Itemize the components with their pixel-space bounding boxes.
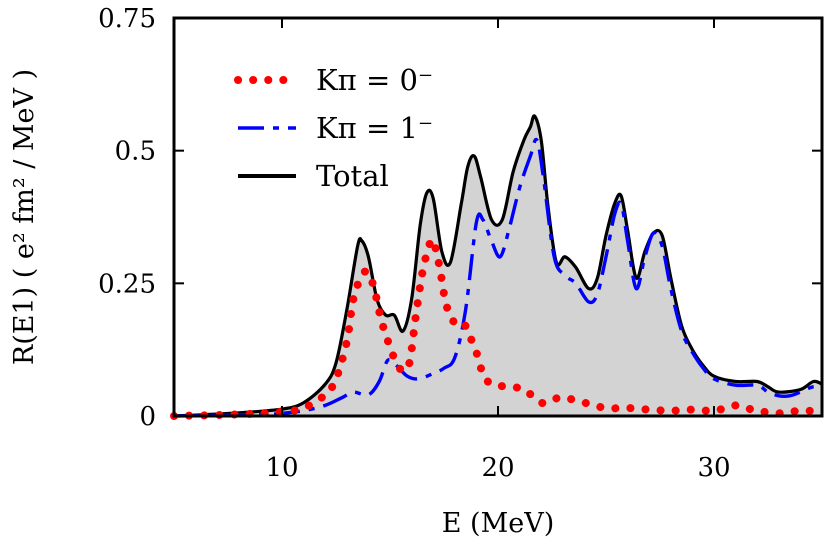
y-tick-label: 0 <box>139 402 156 432</box>
x-axis-title: E (MeV) <box>442 508 554 539</box>
total-area-fill <box>174 115 822 416</box>
x-tick-label: 20 <box>481 453 514 483</box>
series-line-k0 <box>170 235 826 420</box>
legend-label-total: Total <box>316 159 389 193</box>
y-tick-label: 0.75 <box>98 4 156 34</box>
series-layer <box>170 114 826 420</box>
y-axis-title: R(E1) ( e² fm² / MeV ) <box>9 69 40 365</box>
series-line-k1 <box>173 137 823 418</box>
x-tick-label: 10 <box>265 453 298 483</box>
y-tick-label: 0.25 <box>98 269 156 299</box>
y-tick-label: 0.5 <box>115 137 156 167</box>
ticks-layer: 10 20 30 0 0.25 0.5 0.75 <box>98 4 822 483</box>
legend-label-k0: Kπ = 0⁻ <box>316 63 433 97</box>
x-tick-label: 30 <box>697 453 730 483</box>
legend-label-k1: Kπ = 1⁻ <box>316 111 433 145</box>
legend: Kπ = 0⁻ Kπ = 1⁻ Total <box>234 63 433 193</box>
